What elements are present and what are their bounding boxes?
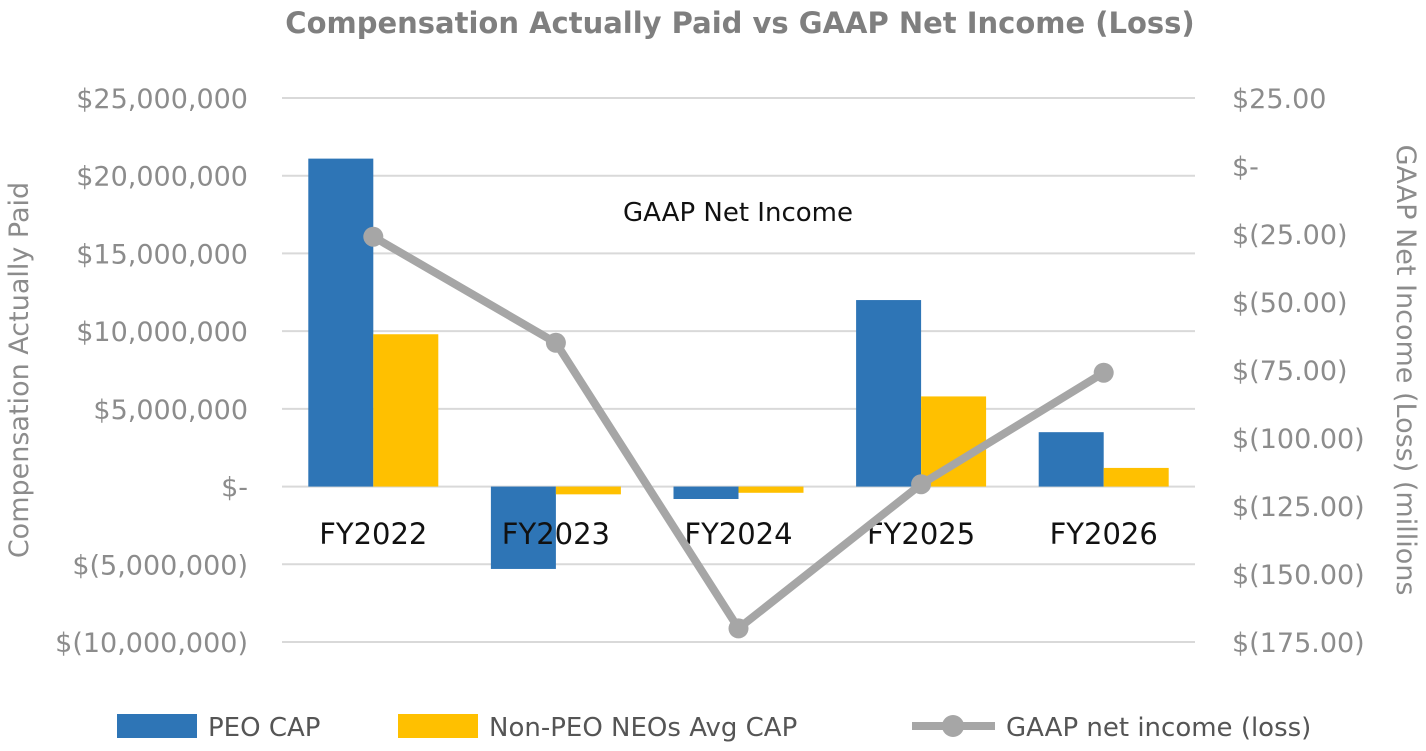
bar-non-peo-neos-avg-cap-fy2026 [1103, 467, 1169, 487]
legend-label-peo-cap: PEO CAP [208, 713, 320, 743]
bar-peo-cap-fy2022 [308, 158, 374, 487]
bar-non-peo-neos-avg-cap-fy2025 [921, 396, 987, 487]
legend-label-net-income: GAAP net income (loss) [1006, 713, 1311, 743]
right-tick-label: $(50.00) [1232, 288, 1348, 319]
legend: PEO CAP Non-PEO NEOs Avg CAP GAAP net inco… [117, 713, 1311, 743]
chart-title: Compensation Actually Paid vs GAAP Net I… [285, 6, 1194, 40]
net-income-point-fy2023 [545, 332, 566, 353]
right-tick-label: $(125.00) [1232, 492, 1365, 523]
left-tick-label: $5,000,000 [93, 395, 248, 426]
bar-peo-cap-fy2024 [673, 486, 739, 500]
left-tick-label: $(10,000,000) [55, 628, 248, 659]
left-tick-label: $10,000,000 [76, 317, 248, 348]
category-labels: FY2022 FY2023 FY2024 FY2025 FY2026 [319, 517, 1158, 551]
right-tick-label: $(150.00) [1232, 560, 1365, 591]
net-income-line [363, 226, 1114, 639]
legend-swatch-non-peo-cap [398, 714, 478, 738]
left-axis-title: Compensation Actually Paid [4, 182, 35, 558]
bar-peo-cap-fy2026 [1038, 432, 1104, 487]
net-income-point-fy2025 [911, 474, 932, 495]
category-label: FY2022 [319, 517, 427, 551]
net-income-point-fy2026 [1093, 362, 1114, 383]
right-tick-label: $(25.00) [1232, 220, 1348, 251]
category-label: FY2026 [1050, 517, 1158, 551]
left-tick-label: $- [221, 473, 248, 504]
bar-non-peo-neos-avg-cap-fy2023 [555, 486, 621, 495]
legend-swatch-peo-cap [117, 714, 197, 738]
left-axis-ticks: $25,000,000 $20,000,000 $15,000,000 $10,000… [55, 84, 248, 659]
bar-non-peo-neos-avg-cap-fy2022 [373, 334, 439, 487]
bar-non-peo-neos-avg-cap-fy2024 [738, 486, 804, 493]
left-tick-label: $20,000,000 [76, 162, 248, 193]
left-tick-label: $(5,000,000) [72, 550, 248, 581]
legend-label-non-peo-cap: Non-PEO NEOs Avg CAP [489, 713, 797, 743]
right-tick-label: $(100.00) [1232, 424, 1365, 455]
net-income-line-path [371, 233, 1106, 633]
line-annotation: GAAP Net Income [623, 198, 853, 228]
legend-marker-net-income [942, 715, 964, 737]
right-tick-label: $(175.00) [1232, 628, 1365, 659]
left-tick-label: $15,000,000 [76, 239, 248, 270]
right-axis-title: GAAP Net Income (Loss) (millions [1390, 145, 1421, 596]
right-tick-label: $25.00 [1232, 84, 1326, 115]
category-label: FY2024 [684, 517, 792, 551]
bar-peo-cap-fy2023 [490, 486, 556, 569]
net-income-point-fy2024 [728, 618, 749, 639]
category-label: FY2025 [867, 517, 975, 551]
left-tick-label: $25,000,000 [76, 84, 248, 115]
bar-peo-cap-fy2025 [856, 300, 922, 487]
right-axis-ticks: $25.00 $- $(25.00) $(50.00) $(75.00) $(100.00… [1232, 84, 1365, 659]
category-label: FY2023 [502, 517, 610, 551]
net-income-point-fy2022 [363, 226, 384, 247]
bars [308, 158, 1169, 569]
right-tick-label: $(75.00) [1232, 356, 1348, 387]
right-tick-label: $- [1232, 152, 1259, 183]
